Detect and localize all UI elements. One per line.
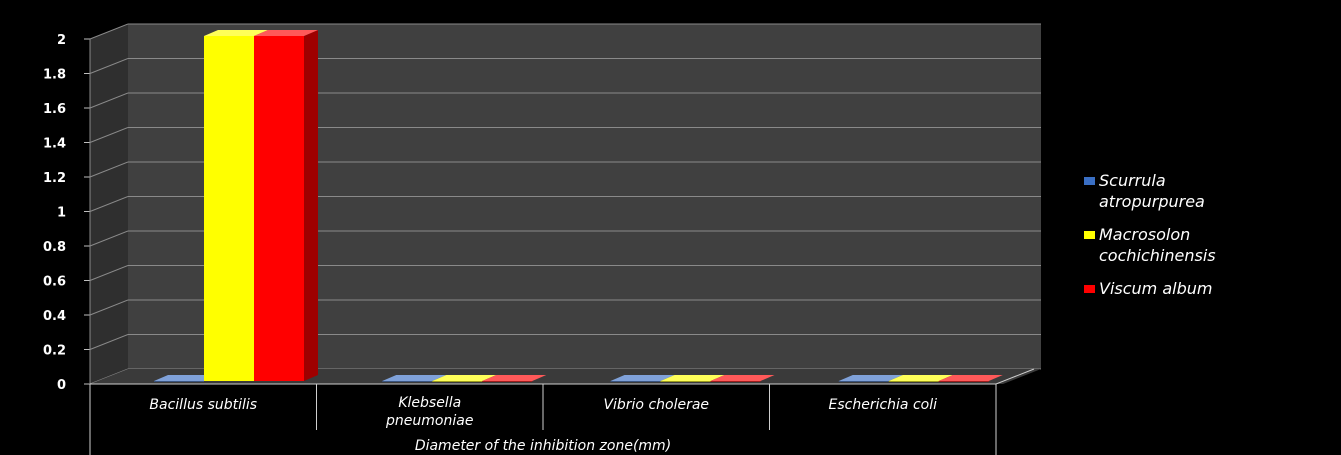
bar-front	[660, 381, 711, 382]
y-tick-label: 1.6	[43, 102, 66, 117]
legend-swatch	[1084, 285, 1095, 293]
bar	[610, 375, 675, 382]
bar	[254, 30, 318, 381]
y-tick-label: 0.6	[43, 275, 66, 290]
bar	[432, 375, 497, 382]
bars	[154, 30, 1003, 382]
gridline-side	[89, 23, 129, 40]
bar-front	[382, 381, 433, 382]
gridline-side	[89, 92, 129, 109]
x-tick-label: Klebsella pneumoniae	[385, 395, 473, 429]
gridline-side	[89, 299, 129, 316]
legend: Scurrula atropurpurea Macrosolon cochichine…	[1084, 170, 1334, 311]
y-tick-label: 0.8	[43, 240, 66, 255]
plot-floor	[90, 369, 1041, 384]
bar-front	[938, 381, 989, 382]
y-tick-label: 1.8	[43, 68, 66, 83]
bar-front	[482, 381, 533, 382]
bar-front	[204, 36, 254, 381]
x-axis-depth	[995, 368, 1035, 385]
gridline-side	[89, 58, 129, 74]
legend-swatch	[1084, 177, 1095, 185]
y-tick-label: 0.4	[43, 309, 66, 324]
legend-item: Scurrula atropurpurea	[1084, 170, 1334, 212]
bar-front	[710, 381, 761, 382]
gridline-side	[89, 161, 129, 178]
bar	[938, 375, 1003, 382]
y-tick-label: 0	[57, 378, 66, 393]
floor	[90, 369, 1041, 384]
bar-top	[710, 375, 775, 381]
legend-item: Viscum album	[1084, 278, 1334, 299]
legend-label: Scurrula atropurpurea	[1099, 171, 1205, 211]
category-axis: Bacillus subtilis Klebsella pneumoniae Vibr…	[89, 368, 1035, 455]
bar	[838, 375, 903, 382]
bar-top	[432, 375, 497, 381]
legend-item: Macrosolon cochichinensis	[1084, 224, 1334, 266]
bar-front	[154, 381, 204, 382]
bar-top	[482, 375, 547, 381]
bar	[660, 375, 725, 382]
bar-top	[382, 375, 447, 381]
bar-top	[204, 30, 268, 36]
gridline-side	[89, 127, 129, 143]
y-tick-label: 1	[57, 206, 66, 221]
bar-top	[888, 375, 953, 381]
bar-front	[432, 381, 483, 382]
bar-top	[838, 375, 903, 381]
bar-top	[610, 375, 675, 381]
y-tick-label: 1.2	[43, 171, 66, 186]
bar-front	[254, 36, 304, 381]
x-tick-label: Bacillus subtilis	[149, 397, 257, 413]
x-tick-label: Escherichia coli	[829, 397, 938, 413]
bar-front	[888, 381, 939, 382]
bar-top	[154, 375, 218, 381]
legend-label: Macrosolon cochichinensis	[1099, 225, 1216, 265]
x-tick-label: Vibrio cholerae	[603, 397, 709, 413]
bar-top	[660, 375, 725, 381]
bar-top	[938, 375, 1003, 381]
x-axis-title: Diameter of the inhibition zone(mm)	[415, 438, 671, 454]
gridline-side	[89, 196, 129, 212]
y-tick-label: 2	[57, 33, 66, 48]
bar	[154, 375, 218, 382]
y-tick-label: 1.4	[43, 137, 66, 152]
bar-side	[304, 30, 318, 381]
y-tick-label: 0.2	[43, 344, 66, 359]
bar	[482, 375, 547, 382]
bar	[710, 375, 775, 382]
gridline-side	[89, 230, 129, 247]
legend-label: Viscum album	[1099, 279, 1213, 298]
legend-swatch	[1084, 231, 1095, 239]
bar-front	[610, 381, 661, 382]
bar	[382, 375, 447, 382]
y-axis-ticks: 0 0.2 0.4 0.6 0.8 1 1.2 1.4 1.6 1.8 2	[43, 33, 91, 393]
gridline-side	[89, 265, 129, 281]
bar	[888, 375, 953, 382]
gridline-side	[89, 334, 129, 350]
bar-front	[838, 381, 889, 382]
bar-top	[254, 30, 318, 36]
